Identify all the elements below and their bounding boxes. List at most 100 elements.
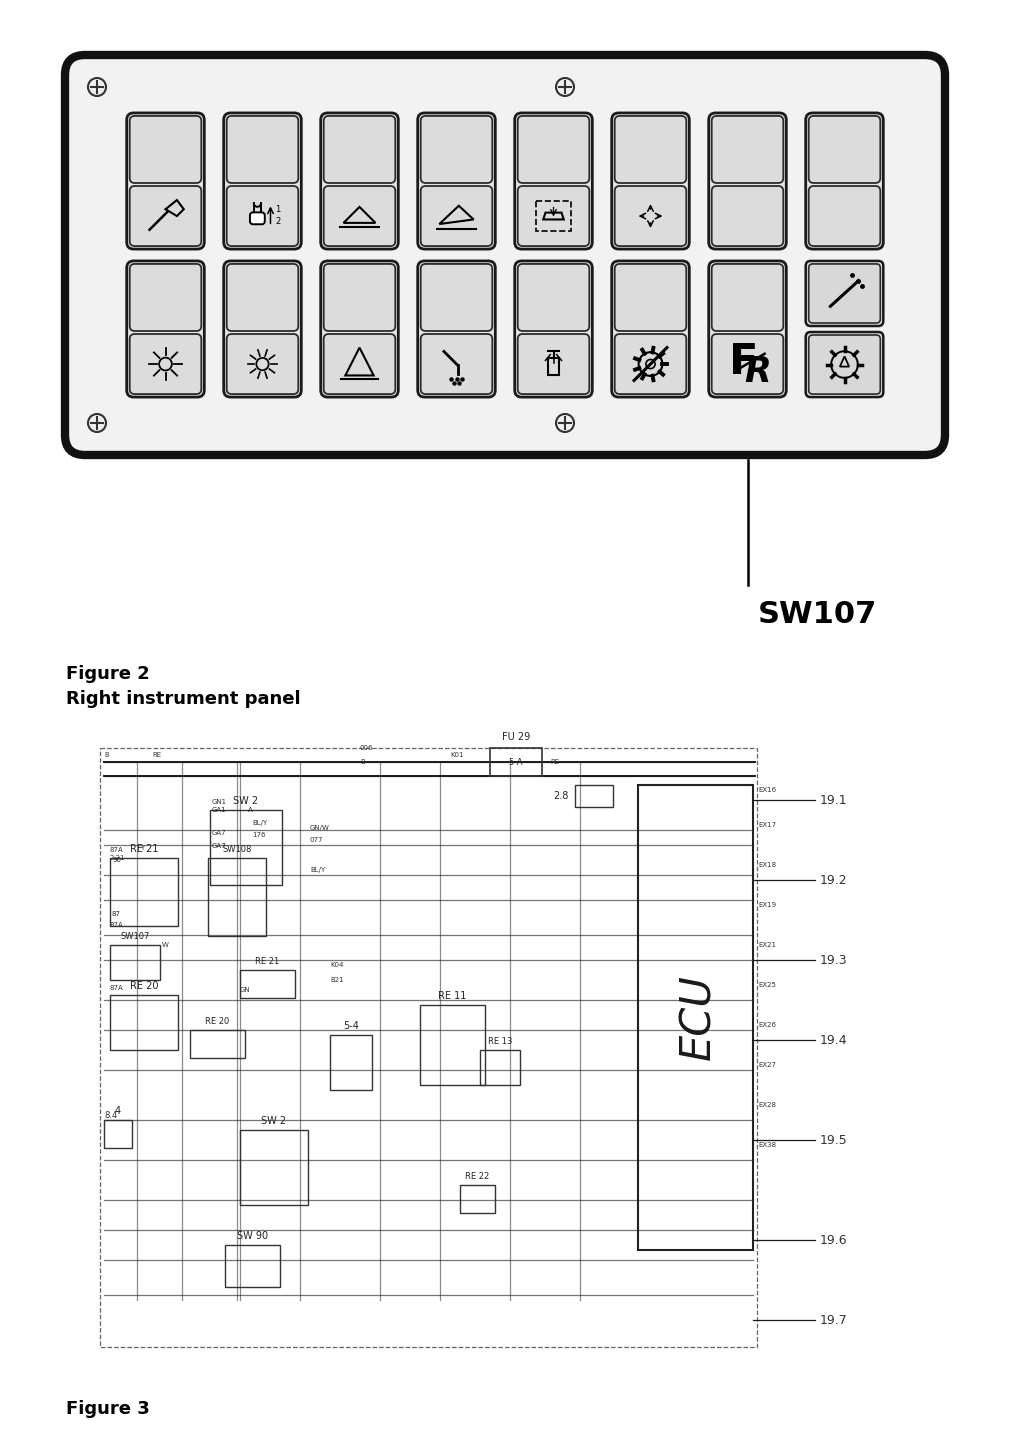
Text: SW107: SW107 xyxy=(120,932,150,940)
FancyBboxPatch shape xyxy=(806,113,884,249)
Bar xyxy=(104,1120,132,1148)
FancyBboxPatch shape xyxy=(518,116,589,183)
FancyBboxPatch shape xyxy=(806,261,884,326)
Text: R: R xyxy=(744,355,771,388)
Text: 006: 006 xyxy=(360,745,374,751)
Text: RE 22: RE 22 xyxy=(465,1172,489,1181)
Text: RE 21: RE 21 xyxy=(130,843,159,853)
Text: 5 A: 5 A xyxy=(509,758,523,767)
FancyBboxPatch shape xyxy=(223,261,301,397)
Text: 2.8: 2.8 xyxy=(554,791,569,801)
Text: BL/Y: BL/Y xyxy=(252,820,267,826)
FancyBboxPatch shape xyxy=(614,335,686,394)
Bar xyxy=(330,1035,372,1090)
FancyBboxPatch shape xyxy=(712,185,783,246)
Text: 5-4: 5-4 xyxy=(343,1022,359,1032)
FancyBboxPatch shape xyxy=(127,261,205,397)
Text: RE: RE xyxy=(152,752,161,758)
Bar xyxy=(490,748,542,777)
FancyBboxPatch shape xyxy=(614,185,686,246)
Text: Y: Y xyxy=(140,845,144,851)
Text: EX17: EX17 xyxy=(758,822,776,827)
FancyBboxPatch shape xyxy=(130,264,202,330)
FancyBboxPatch shape xyxy=(518,264,589,330)
Text: EX18: EX18 xyxy=(758,862,776,868)
Text: 2.21: 2.21 xyxy=(110,855,126,861)
Text: SW 90: SW 90 xyxy=(237,1232,268,1240)
FancyBboxPatch shape xyxy=(321,113,398,249)
Text: K04: K04 xyxy=(330,962,343,968)
Text: EX21: EX21 xyxy=(758,942,776,948)
FancyBboxPatch shape xyxy=(324,116,395,183)
Bar xyxy=(110,995,178,1051)
FancyBboxPatch shape xyxy=(321,261,398,397)
Text: 30: 30 xyxy=(112,856,121,864)
Text: 4: 4 xyxy=(115,1106,121,1116)
Text: W: W xyxy=(162,942,169,948)
Text: GA7: GA7 xyxy=(212,830,226,836)
Text: RE 11: RE 11 xyxy=(438,991,467,1001)
FancyBboxPatch shape xyxy=(324,185,395,246)
Bar xyxy=(210,810,282,885)
FancyBboxPatch shape xyxy=(809,185,881,246)
Text: Right instrument panel: Right instrument panel xyxy=(66,690,301,709)
Text: EX38: EX38 xyxy=(758,1142,776,1148)
FancyBboxPatch shape xyxy=(418,113,496,249)
Text: F: F xyxy=(729,341,758,383)
Text: RE 20: RE 20 xyxy=(130,981,159,991)
Text: GN/W: GN/W xyxy=(310,824,330,830)
Text: Figure 3: Figure 3 xyxy=(66,1400,150,1419)
Bar xyxy=(208,858,266,936)
FancyBboxPatch shape xyxy=(515,261,592,397)
Text: RE: RE xyxy=(550,759,559,765)
Text: 87A: 87A xyxy=(110,848,124,853)
FancyBboxPatch shape xyxy=(421,264,493,330)
FancyBboxPatch shape xyxy=(127,113,205,249)
Text: 19.1: 19.1 xyxy=(820,794,848,807)
Text: 19.6: 19.6 xyxy=(820,1233,848,1246)
Text: SW108: SW108 xyxy=(222,845,252,853)
FancyBboxPatch shape xyxy=(518,185,589,246)
Text: GN: GN xyxy=(240,987,251,993)
FancyBboxPatch shape xyxy=(809,116,881,183)
Text: ECU: ECU xyxy=(678,975,720,1061)
Text: EX19: EX19 xyxy=(758,901,776,909)
FancyBboxPatch shape xyxy=(611,261,689,397)
FancyBboxPatch shape xyxy=(65,55,945,455)
FancyBboxPatch shape xyxy=(614,264,686,330)
Bar xyxy=(480,1051,520,1085)
Text: 2: 2 xyxy=(275,217,281,226)
Text: FU 29: FU 29 xyxy=(502,732,530,742)
FancyBboxPatch shape xyxy=(130,116,202,183)
Text: 19.5: 19.5 xyxy=(820,1133,848,1146)
Bar xyxy=(460,1185,495,1213)
Text: 87A: 87A xyxy=(110,985,124,991)
Text: 19.4: 19.4 xyxy=(820,1033,848,1046)
FancyBboxPatch shape xyxy=(515,113,592,249)
Text: SW107: SW107 xyxy=(758,600,877,629)
FancyBboxPatch shape xyxy=(518,335,589,394)
FancyBboxPatch shape xyxy=(611,113,689,249)
Text: EX27: EX27 xyxy=(758,1062,776,1068)
FancyBboxPatch shape xyxy=(421,185,493,246)
FancyBboxPatch shape xyxy=(418,261,496,397)
FancyBboxPatch shape xyxy=(712,264,783,330)
FancyBboxPatch shape xyxy=(421,116,493,183)
Text: EX25: EX25 xyxy=(758,982,776,988)
Text: 8.4: 8.4 xyxy=(104,1110,118,1120)
Text: GA7: GA7 xyxy=(212,843,226,849)
Bar xyxy=(537,201,570,230)
Text: 87A: 87A xyxy=(110,922,124,927)
Text: RE 13: RE 13 xyxy=(487,1037,512,1046)
FancyBboxPatch shape xyxy=(712,335,783,394)
Text: B: B xyxy=(360,759,365,765)
Text: 19.2: 19.2 xyxy=(820,874,848,887)
FancyBboxPatch shape xyxy=(712,116,783,183)
FancyBboxPatch shape xyxy=(324,264,395,330)
Bar xyxy=(240,1130,308,1206)
Text: SW 2: SW 2 xyxy=(233,796,259,806)
Text: RE 20: RE 20 xyxy=(206,1017,229,1026)
FancyBboxPatch shape xyxy=(709,113,786,249)
Text: GA1: GA1 xyxy=(212,807,226,813)
FancyBboxPatch shape xyxy=(226,185,298,246)
